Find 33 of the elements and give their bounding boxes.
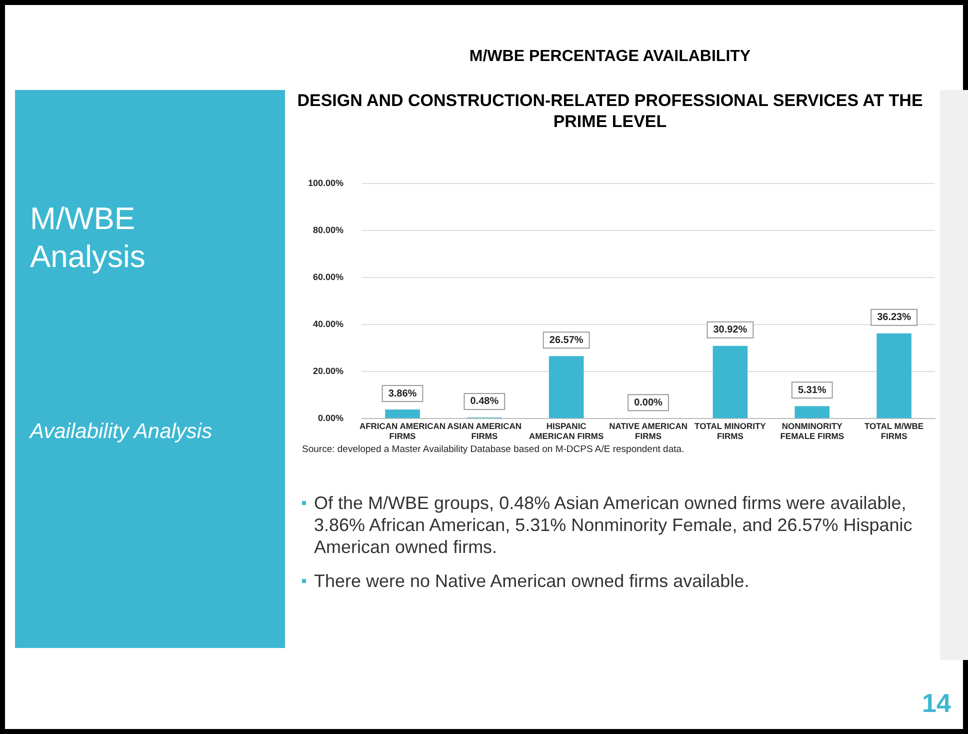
bar (548, 356, 584, 418)
text: 14 (922, 688, 951, 719)
text: Availability Analysis (30, 420, 212, 444)
text: There were no Native American owned firms available. (314, 571, 750, 591)
y-tick-label: 40.00% (313, 319, 344, 330)
x-tick-label: ASIAN AMERICAN FIRMS (447, 421, 522, 442)
bar (876, 333, 912, 418)
x-tick-label: HISPANIC AMERICAN FIRMS (529, 421, 604, 442)
bar (794, 406, 830, 418)
x-tick-label: NONMINORITY FEMALE FIRMS (780, 421, 844, 442)
data-label: 36.23% (877, 312, 912, 324)
data-label: 0.00% (634, 397, 663, 408)
bar (385, 410, 420, 418)
y-tick-label: 80.00% (313, 224, 344, 235)
data-label: 30.92% (713, 324, 748, 336)
x-tick-label: TOTAL M/WBE FIRMS (864, 421, 924, 442)
source-note: Source: developed a Master Availability Database based on M-DCPS A/E respondent data. (302, 444, 684, 455)
text: M/WBE Analysis (30, 200, 146, 276)
x-tick-label: NATIVE AMERICAN FIRMS (609, 421, 688, 442)
chart-subtitle: DESIGN AND CONSTRUCTION-RELATED PROFESSIONAL SERVICES AT THE PRIME LEVEL (296, 90, 924, 132)
chart-title: M/WBE PERCENTAGE AVAILABILITY (468, 48, 752, 66)
data-label: 5.31% (798, 384, 826, 396)
y-tick-label: 60.00% (313, 272, 344, 282)
y-tick-label: 0.00% (318, 413, 344, 424)
y-tick-label: 100.00% (308, 178, 344, 188)
data-label: 0.48% (470, 396, 499, 408)
y-tick-label: 20.00% (313, 366, 344, 376)
text: Of the M/WBE groups, 0.48% Asian American owned firms were available, 3.86% African American, 5.31% Nonminority Female, and 26.57% Hispanic American owned firms. (314, 493, 912, 557)
data-label: 3.86% (388, 388, 417, 400)
x-tick-label: AFRICAN AMERICAN FIRMS (359, 421, 446, 442)
x-tick-label: TOTAL MINORITY FIRMS (694, 421, 766, 442)
bar (712, 346, 748, 418)
data-label: 26.57% (549, 334, 584, 346)
